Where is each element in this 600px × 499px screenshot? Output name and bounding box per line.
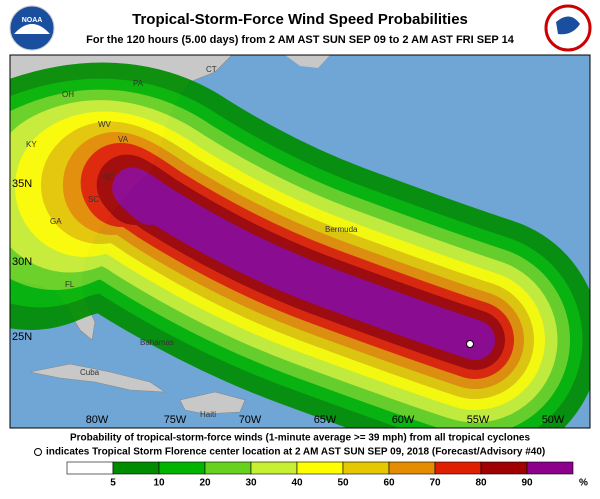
legend-swatch [250, 461, 298, 475]
noaa-logo-bird [14, 24, 50, 34]
probability-band [112, 167, 495, 360]
title: Tropical-Storm-Force Wind Speed Probabil… [132, 11, 468, 28]
place-label: Haiti [200, 410, 216, 419]
legend-swatch [388, 461, 436, 475]
place-label: WV [98, 120, 112, 129]
legend-label: 40 [291, 478, 303, 489]
land-hispaniola [179, 391, 246, 415]
lon-label: 55W [467, 414, 490, 426]
legend-label: 90 [521, 478, 533, 489]
legend-swatch [434, 461, 482, 475]
subtitle: For the 120 hours (5.00 days) from 2 AM … [86, 34, 515, 46]
legend-label: 60 [383, 478, 395, 489]
legend-label: 20 [199, 478, 211, 489]
legend-swatch [158, 461, 206, 475]
footer-line: Probability of tropical-storm-force wind… [70, 433, 531, 444]
storm-center [466, 340, 474, 348]
legend-label: 10 [153, 478, 165, 489]
lon-label: 60W [392, 414, 415, 426]
land-cuba [29, 363, 167, 393]
lon-label: 65W [314, 414, 337, 426]
footer-line: indicates Tropical Storm Florence center… [46, 447, 545, 458]
lon-label: 70W [239, 414, 262, 426]
place-label: CT [206, 65, 217, 74]
legend: 5 10 20 30 40 50 60 70 80 90% [66, 461, 588, 489]
place-label: SC [88, 195, 99, 204]
lat-label: 30N [12, 256, 32, 268]
legend-swatch [112, 461, 160, 475]
map-border [9, 54, 591, 429]
place-label: Bermuda [325, 225, 358, 234]
lat-label: 35N [12, 178, 32, 190]
center-symbol [34, 448, 42, 456]
legend-swatch [526, 461, 574, 475]
lon-label: 80W [86, 414, 109, 426]
noaa-logo-text: NOAA [22, 17, 43, 24]
place-label: GA [50, 217, 62, 226]
legend-swatch [66, 461, 114, 475]
legend-label: 5 [110, 478, 116, 489]
place-label: Cuba [80, 368, 100, 377]
legend-unit: % [579, 478, 588, 489]
legend-swatch [480, 461, 528, 475]
legend-label: 30 [245, 478, 257, 489]
lon-label: 75W [164, 414, 187, 426]
place-label: NC [103, 173, 115, 182]
place-label: KY [26, 140, 37, 149]
lat-label: 25N [12, 331, 32, 343]
place-label: OH [62, 90, 74, 99]
legend-label: 80 [475, 478, 487, 489]
place-label: Bahamas [140, 338, 174, 347]
place-label: PA [133, 79, 144, 88]
legend-swatch [204, 461, 252, 475]
legend-swatch [342, 461, 390, 475]
map: OH PA CT WV VA KY NC SC GA FL Bahamas Cu… [10, 55, 590, 428]
place-label: VA [118, 135, 129, 144]
place-label: FL [65, 280, 75, 289]
lon-label: 50W [542, 414, 565, 426]
nws-logo-mark [556, 16, 580, 35]
legend-swatch [296, 461, 344, 475]
probability-bands [10, 62, 590, 428]
land-canada [285, 55, 330, 68]
legend-label: 50 [337, 478, 349, 489]
legend-label: 70 [429, 478, 441, 489]
